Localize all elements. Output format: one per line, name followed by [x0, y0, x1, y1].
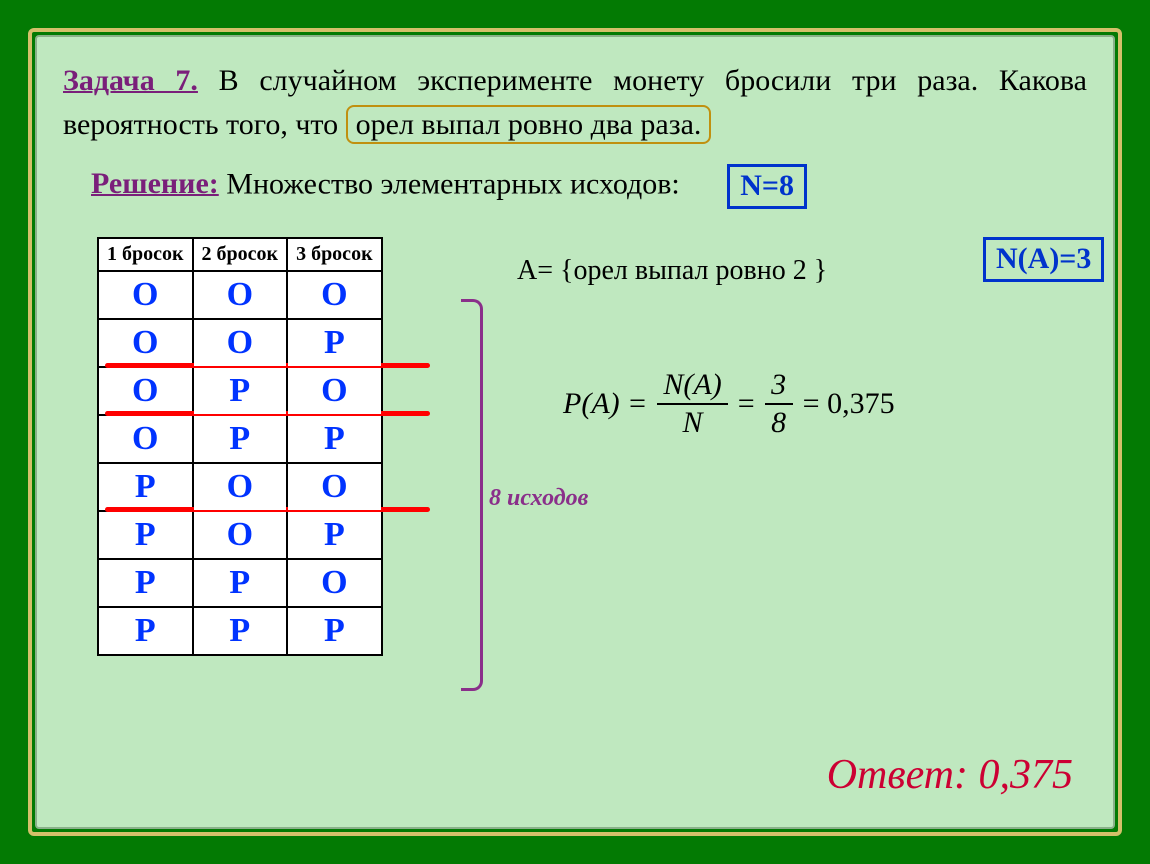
table-row: РРО: [98, 559, 382, 607]
table-cell: О: [98, 319, 193, 367]
task-highlight: орел выпал ровно два раза.: [346, 105, 712, 144]
table-row: РОО: [98, 463, 382, 511]
table-header: 1 бросок: [98, 238, 193, 271]
formula-frac-1: N(A) N: [657, 367, 727, 441]
bracket-label: 8 исходов: [489, 485, 588, 512]
table-cell: О: [193, 463, 288, 511]
table-cell: О: [287, 463, 382, 511]
table-cell: О: [98, 367, 193, 415]
table-cell: Р: [287, 319, 382, 367]
solution-row: Решение: Множество элементарных исходов:…: [63, 164, 1087, 209]
outcomes-table: 1 бросок 2 бросок 3 бросок ОООООРОРООРРР…: [97, 237, 383, 656]
table-cell: Р: [98, 511, 193, 559]
problem-statement: Задача 7. В случайном эксперименте монет…: [63, 59, 1087, 146]
table-cell: О: [98, 415, 193, 463]
solution-label: Решение:: [91, 167, 219, 200]
table-header: 2 бросок: [193, 238, 288, 271]
event-definition: А= {орел выпал ровно 2 }: [517, 255, 827, 287]
table-cell: Р: [287, 511, 382, 559]
table-cell: О: [193, 319, 288, 367]
formula-frac-2: 3 8: [765, 367, 793, 441]
outer-frame: Задача 7. В случайном эксперименте монет…: [28, 28, 1122, 836]
table-cell: Р: [98, 607, 193, 655]
outcomes-bracket: [461, 299, 483, 691]
formula-lhs: P(A) =: [563, 387, 647, 421]
na-box-wrap: N(А)=3: [983, 237, 1104, 282]
table-header: 3 бросок: [287, 238, 382, 271]
table-row: ОРО: [98, 367, 382, 415]
table-cell: Р: [193, 415, 288, 463]
answer-label: Ответ:: [827, 752, 968, 798]
answer: Ответ: 0,375: [827, 751, 1073, 799]
content-area: 1 бросок 2 бросок 3 бросок ОООООРОРООРРР…: [63, 237, 1087, 656]
table-cell: О: [287, 271, 382, 319]
table-cell: О: [287, 559, 382, 607]
table-cell: О: [193, 511, 288, 559]
table-cell: Р: [98, 463, 193, 511]
table-cell: Р: [98, 559, 193, 607]
n-box: N=8: [727, 164, 807, 209]
solution-text: Множество элементарных исходов:: [219, 167, 680, 200]
table-header-row: 1 бросок 2 бросок 3 бросок: [98, 238, 382, 271]
probability-formula: P(A) = N(A) N = 3 8 = 0,375: [563, 367, 895, 441]
table-row: ООР: [98, 319, 382, 367]
table-cell: Р: [193, 607, 288, 655]
table-cell: Р: [287, 607, 382, 655]
table-cell: О: [98, 271, 193, 319]
table-row: РРР: [98, 607, 382, 655]
na-box: N(А)=3: [983, 237, 1104, 282]
task-label: Задача 7.: [63, 64, 198, 97]
slide-panel: Задача 7. В случайном эксперименте монет…: [35, 35, 1115, 829]
table-cell: Р: [287, 415, 382, 463]
table-row: ООО: [98, 271, 382, 319]
table-cell: Р: [193, 367, 288, 415]
table-cell: Р: [193, 559, 288, 607]
answer-value: 0,375: [979, 752, 1074, 798]
table-cell: О: [287, 367, 382, 415]
table-cell: О: [193, 271, 288, 319]
table-row: РОР: [98, 511, 382, 559]
table-row: ОРР: [98, 415, 382, 463]
